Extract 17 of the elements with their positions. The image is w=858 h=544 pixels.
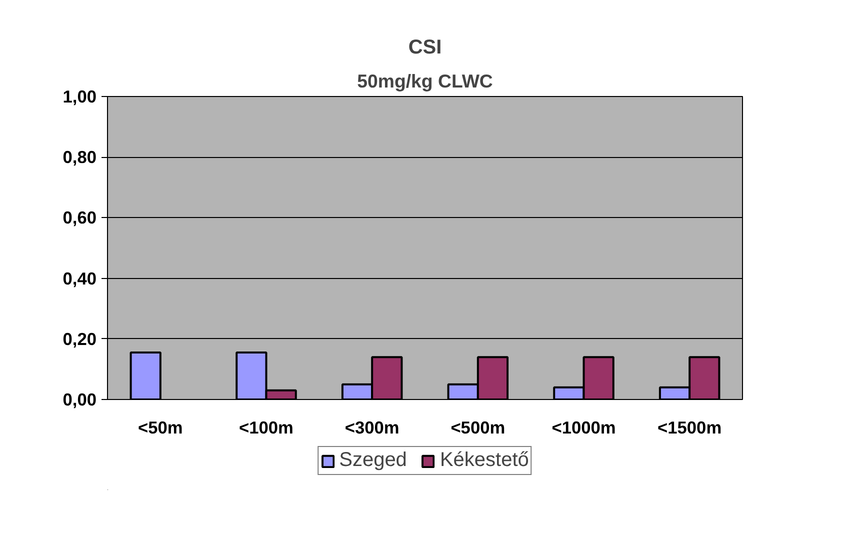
- bar: [130, 352, 162, 400]
- x-tick-label: <500m: [450, 418, 506, 438]
- y-tick-label: 0,40: [62, 268, 97, 288]
- x-tick-label: <100m: [239, 418, 294, 438]
- y-tick-label: 0,80: [62, 147, 97, 168]
- chart-subtitle: 50mg/kg CLWC: [357, 70, 493, 92]
- x-tick-label: <300m: [344, 418, 400, 438]
- y-tick-label: 1,00: [62, 86, 97, 106]
- legend-label: Kékestető: [440, 449, 529, 472]
- chart-title: CSI: [408, 36, 442, 58]
- y-tick-label: 0,60: [62, 208, 97, 228]
- x-tick-label: <50m: [138, 418, 183, 438]
- x-tick-label: <1500m: [658, 418, 722, 438]
- y-tick-label: 0,20: [62, 328, 97, 349]
- y-tick-label: 0,00: [62, 390, 97, 410]
- legend-label: Szeged: [339, 449, 407, 472]
- x-tick-label: <1000m: [552, 418, 616, 438]
